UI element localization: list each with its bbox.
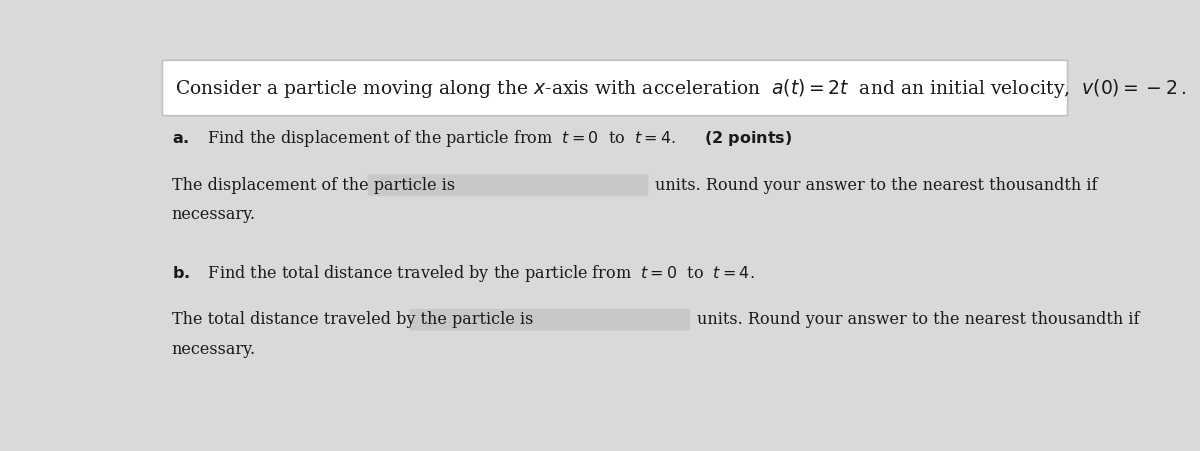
Text: necessary.: necessary. xyxy=(172,206,256,223)
Text: units. Round your answer to the nearest thousandth if: units. Round your answer to the nearest … xyxy=(655,176,1098,193)
FancyBboxPatch shape xyxy=(162,60,1068,116)
Text: necessary.: necessary. xyxy=(172,341,256,358)
FancyBboxPatch shape xyxy=(409,309,690,331)
Text: units. Round your answer to the nearest thousandth if: units. Round your answer to the nearest … xyxy=(697,311,1140,328)
Text: The total distance traveled by the particle is: The total distance traveled by the parti… xyxy=(172,311,533,328)
FancyBboxPatch shape xyxy=(367,174,648,196)
Text: $\mathbf{a.}$   Find the displacement of the particle from  $t = 0$  to  $t = 4.: $\mathbf{a.}$ Find the displacement of t… xyxy=(172,129,792,149)
Text: Consider a particle moving along the $x$-axis with acceleration  $a(t) = 2t$  an: Consider a particle moving along the $x$… xyxy=(175,77,1186,100)
Text: $\mathbf{b.}$   Find the total distance traveled by the particle from  $t = 0$  : $\mathbf{b.}$ Find the total distance tr… xyxy=(172,263,754,284)
Text: The displacement of the particle is: The displacement of the particle is xyxy=(172,176,455,193)
